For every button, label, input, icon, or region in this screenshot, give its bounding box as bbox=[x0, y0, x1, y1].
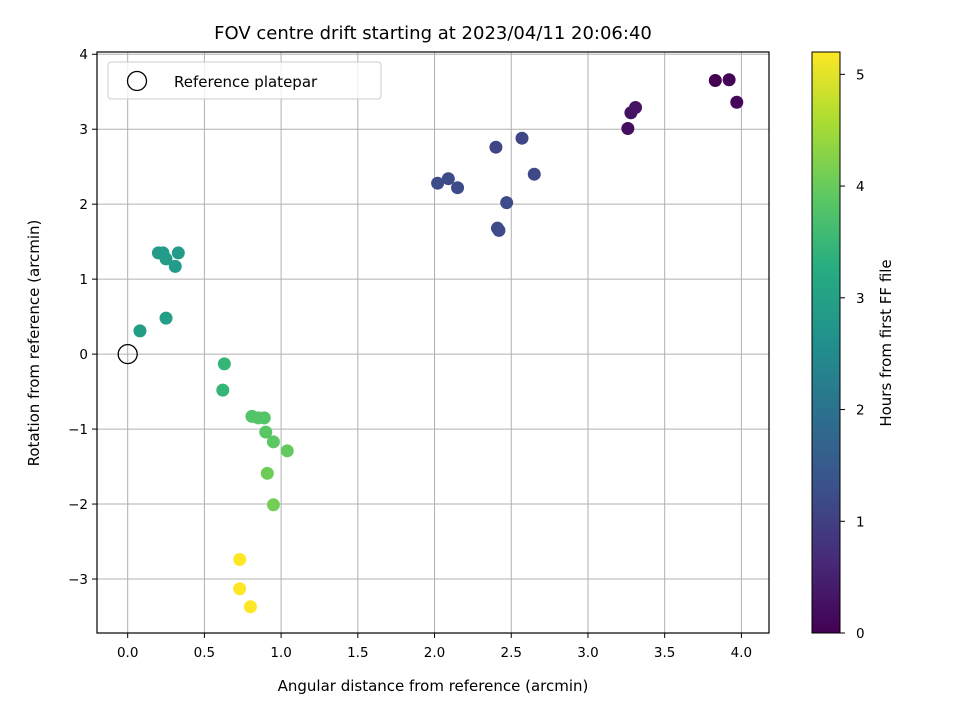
legend-marker-reference bbox=[126, 70, 148, 92]
colorbar-tick-label: 0 bbox=[856, 626, 865, 642]
data-point bbox=[730, 95, 744, 109]
y-tick-label: 1 bbox=[79, 272, 88, 288]
reference-platepar-marker bbox=[117, 343, 138, 365]
legend-entry-reference: Reference platepar bbox=[174, 73, 318, 91]
data-point bbox=[171, 246, 185, 260]
data-point bbox=[266, 498, 280, 512]
data-point bbox=[515, 131, 529, 145]
data-point bbox=[243, 600, 257, 614]
data-point bbox=[629, 100, 643, 114]
colorbar-tick-label: 5 bbox=[856, 67, 865, 83]
y-tick-label: −2 bbox=[68, 497, 88, 513]
x-tick-label: 3.5 bbox=[654, 645, 675, 661]
scatter-points bbox=[133, 73, 744, 614]
y-tick-label: 0 bbox=[79, 347, 88, 363]
y-axis-label: Rotation from reference (arcmin) bbox=[25, 220, 43, 467]
data-point bbox=[216, 383, 230, 397]
data-point bbox=[159, 311, 173, 325]
data-point bbox=[451, 181, 465, 195]
y-tick-label: 3 bbox=[79, 122, 88, 138]
colorbar-tick-label: 4 bbox=[856, 179, 865, 195]
x-tick-label: 1.5 bbox=[347, 645, 368, 661]
colorbar-tick-label: 1 bbox=[856, 514, 865, 530]
legend: Reference platepar bbox=[107, 61, 382, 100]
colorbar-label: Hours from first FF file bbox=[877, 259, 895, 426]
data-point bbox=[233, 553, 247, 567]
data-point bbox=[492, 223, 506, 237]
data-point bbox=[133, 324, 147, 338]
x-tick-label: 4.0 bbox=[731, 645, 752, 661]
gridlines bbox=[97, 52, 769, 633]
y-tick-label: −1 bbox=[68, 422, 88, 438]
y-tick-label: 4 bbox=[79, 47, 88, 63]
data-point bbox=[217, 357, 231, 371]
data-point bbox=[259, 425, 273, 439]
data-point bbox=[266, 435, 280, 449]
data-point bbox=[500, 196, 514, 210]
x-tick-label: 1.0 bbox=[270, 645, 291, 661]
data-point bbox=[257, 411, 271, 425]
data-point bbox=[441, 172, 455, 186]
colorbar-ticks: 0 1 2 3 4 5 bbox=[840, 67, 865, 642]
colorbar-gradient bbox=[811, 51, 841, 634]
data-point bbox=[431, 176, 445, 190]
x-axis-label: Angular distance from reference (arcmin) bbox=[278, 677, 589, 695]
reference-marker bbox=[117, 343, 138, 365]
data-point bbox=[168, 259, 182, 273]
colorbar-tick-label: 2 bbox=[856, 403, 865, 419]
x-axis-ticks: 0.0 0.5 1.0 1.5 2.0 2.5 3.0 3.5 4.0 bbox=[117, 633, 752, 661]
chart-title: FOV centre drift starting at 2023/04/11 … bbox=[214, 23, 652, 44]
data-point bbox=[280, 444, 294, 458]
x-tick-label: 0.5 bbox=[194, 645, 215, 661]
legend-box bbox=[107, 61, 382, 100]
colorbar: 0 1 2 3 4 5 Hours from first FF file bbox=[811, 51, 895, 642]
data-point bbox=[260, 466, 274, 480]
data-point bbox=[233, 582, 247, 596]
data-point bbox=[621, 121, 635, 135]
data-point bbox=[708, 73, 722, 87]
data-point bbox=[722, 73, 736, 87]
x-tick-label: 2.0 bbox=[424, 645, 445, 661]
y-tick-label: 2 bbox=[79, 197, 88, 213]
y-tick-label: −3 bbox=[68, 572, 88, 588]
colorbar-tick-label: 3 bbox=[856, 291, 865, 307]
data-point bbox=[159, 252, 173, 266]
x-tick-label: 2.5 bbox=[501, 645, 522, 661]
x-tick-label: 0.0 bbox=[117, 645, 138, 661]
plot-frame bbox=[96, 51, 770, 634]
data-point bbox=[489, 140, 503, 154]
data-point bbox=[527, 167, 541, 181]
x-tick-label: 3.0 bbox=[577, 645, 598, 661]
y-axis-ticks: −3 −2 −1 0 1 2 3 4 bbox=[68, 47, 97, 588]
